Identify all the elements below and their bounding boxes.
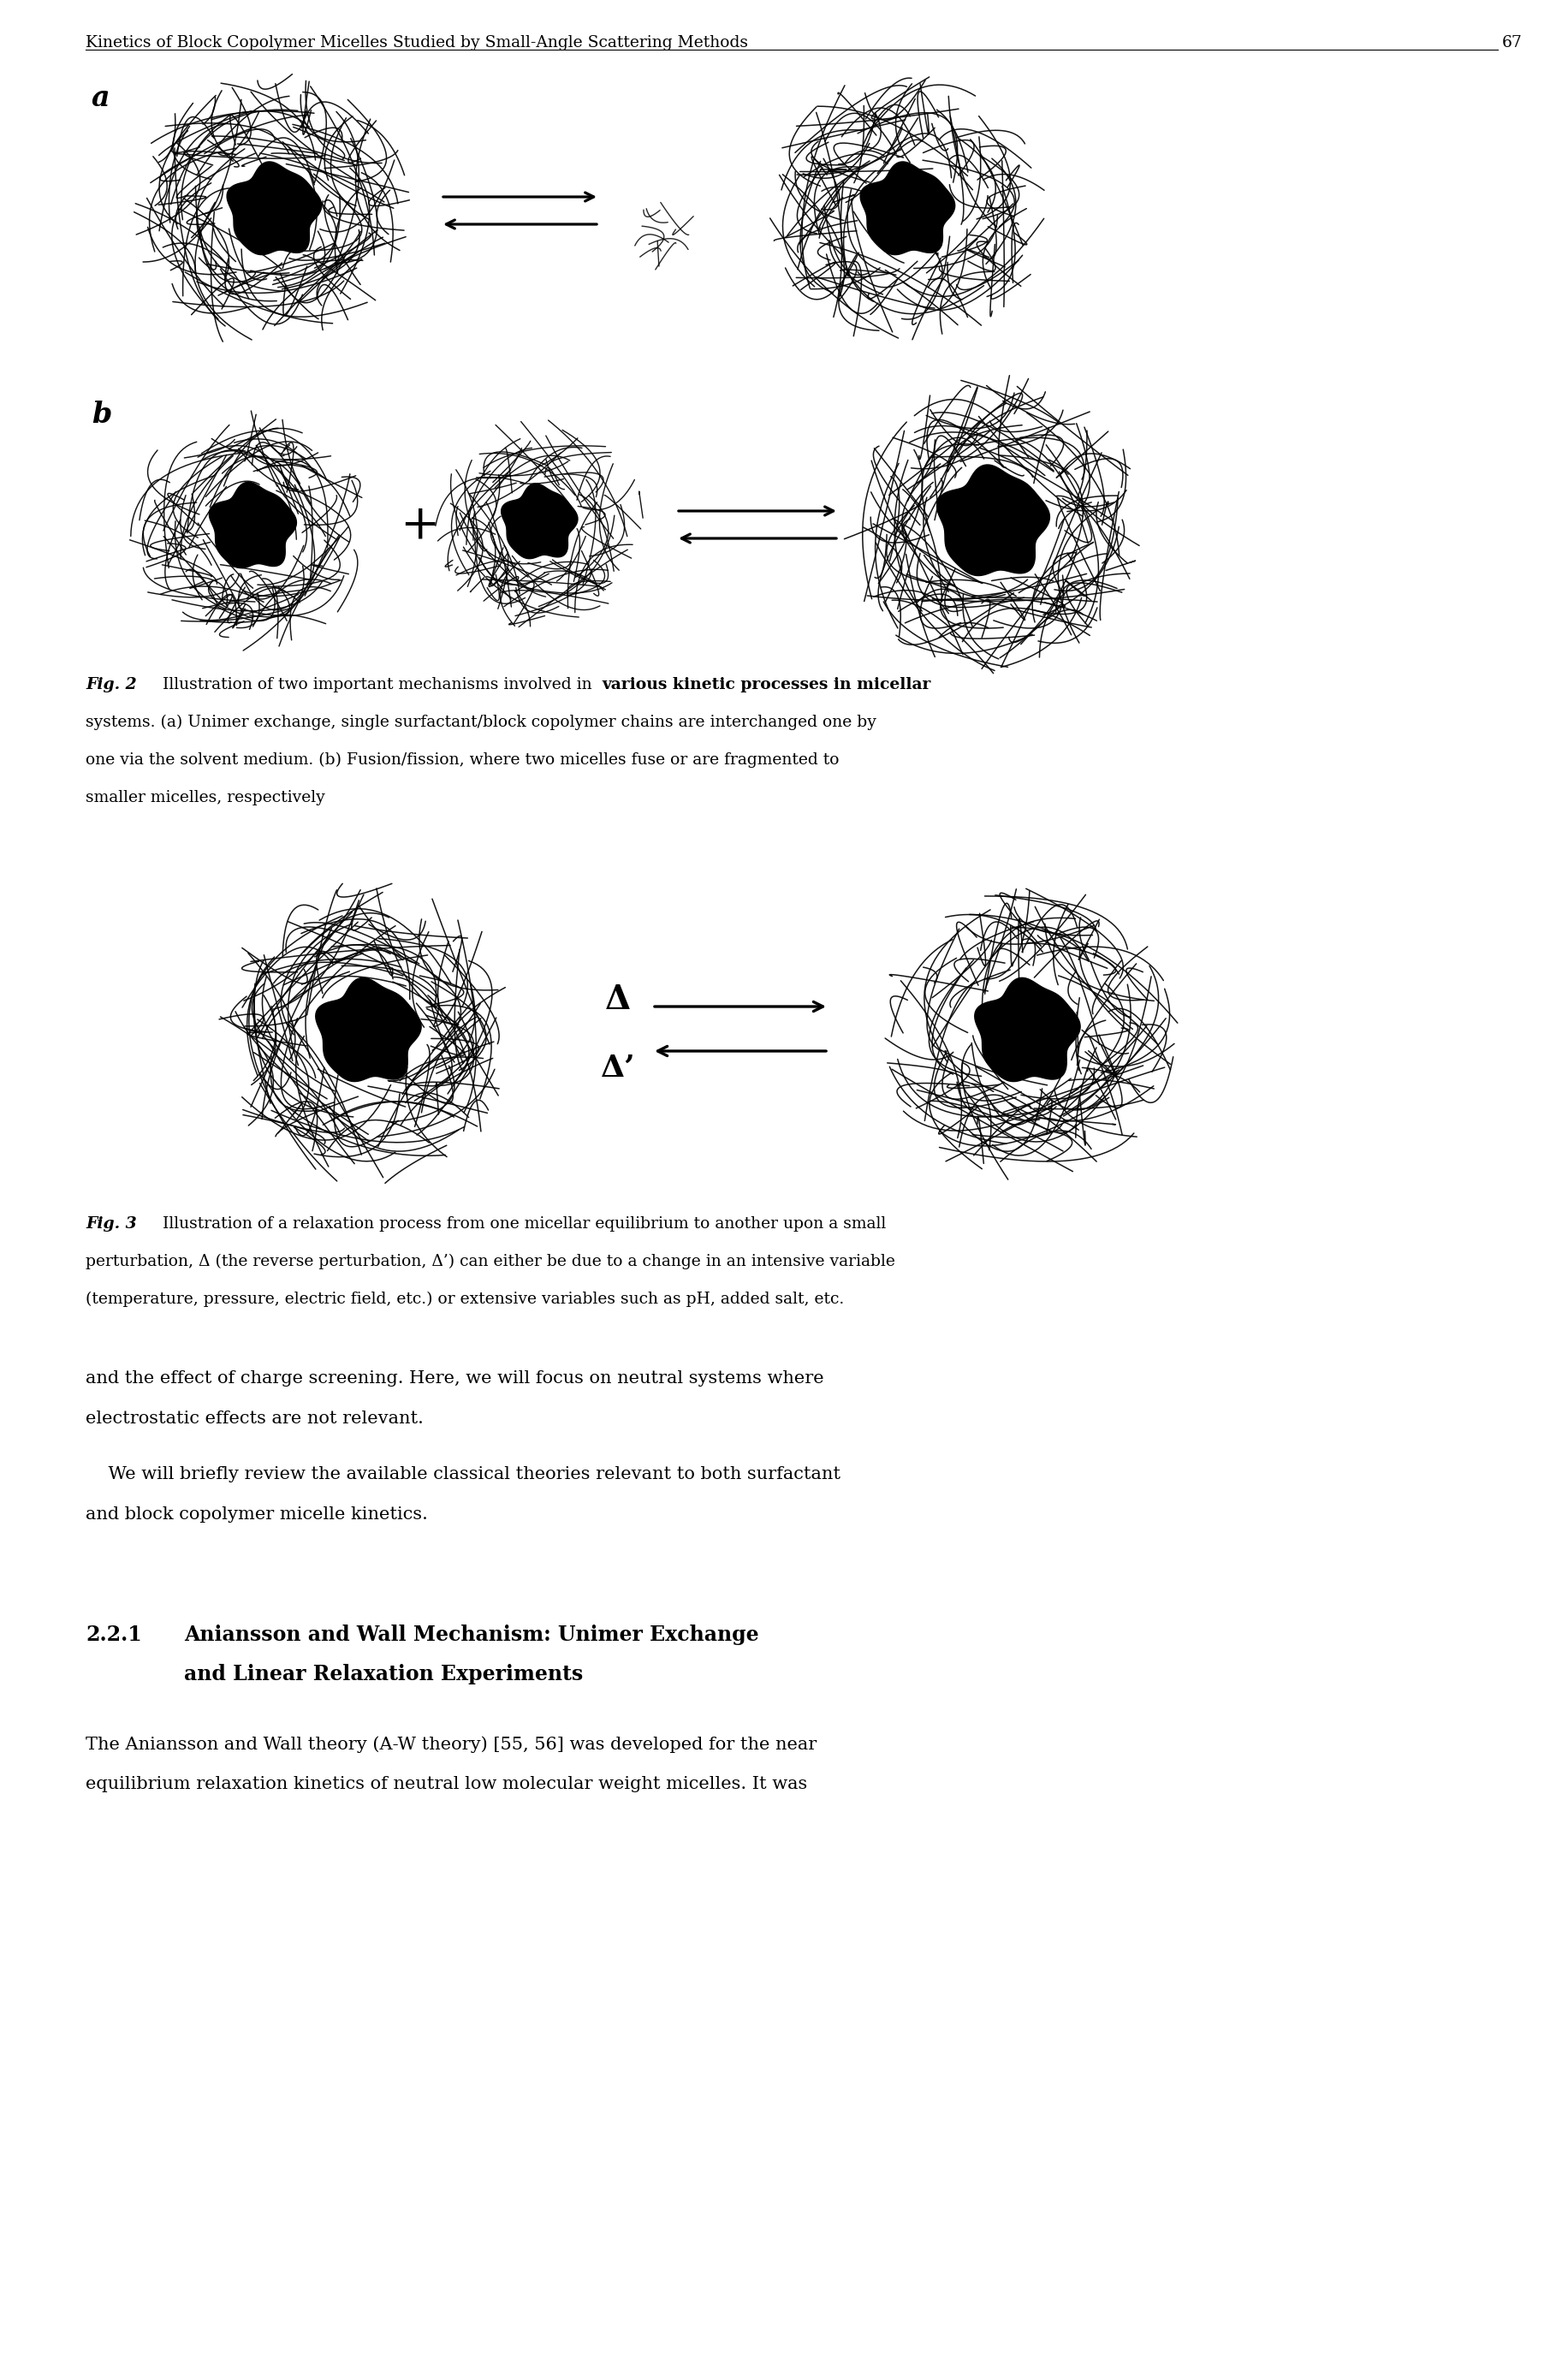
Text: Illustration of two important mechanisms involved in: Illustration of two important mechanisms… — [152, 677, 597, 691]
Polygon shape — [861, 162, 955, 254]
Text: and the effect of charge screening. Here, we will focus on neutral systems where: and the effect of charge screening. Here… — [86, 1371, 823, 1388]
Text: Kinetics of Block Copolymer Micelles Studied by Small-Angle Scattering Methods: Kinetics of Block Copolymer Micelles Stu… — [86, 36, 748, 50]
Text: We will briefly review the available classical theories relevant to both surfact: We will briefly review the available cla… — [86, 1466, 840, 1483]
Polygon shape — [315, 979, 422, 1081]
Text: Fig. 2: Fig. 2 — [86, 677, 136, 691]
Text: equilibrium relaxation kinetics of neutral low molecular weight micelles. It was: equilibrium relaxation kinetics of neutr… — [86, 1775, 808, 1792]
Text: smaller micelles, respectively: smaller micelles, respectively — [86, 789, 325, 805]
Text: and Linear Relaxation Experiments: and Linear Relaxation Experiments — [183, 1663, 583, 1685]
Polygon shape — [936, 466, 1049, 575]
Text: various kinetic processes in micellar: various kinetic processes in micellar — [602, 677, 931, 691]
Text: +: + — [400, 501, 439, 549]
Polygon shape — [209, 482, 296, 568]
Text: 2.2.1: 2.2.1 — [86, 1625, 141, 1644]
Text: Fig. 3: Fig. 3 — [86, 1217, 136, 1231]
Text: b: b — [91, 402, 111, 428]
Text: Aniansson and Wall Mechanism: Unimer Exchange: Aniansson and Wall Mechanism: Unimer Exc… — [183, 1625, 759, 1644]
Polygon shape — [502, 485, 577, 558]
Text: 67: 67 — [1502, 36, 1523, 50]
Text: and block copolymer micelle kinetics.: and block copolymer micelle kinetics. — [86, 1506, 428, 1523]
Text: The Aniansson and Wall theory (A-W theory) [55, 56] was developed for the near: The Aniansson and Wall theory (A-W theor… — [86, 1737, 817, 1753]
Text: systems. (a) Unimer exchange, single surfactant/block copolymer chains are inter: systems. (a) Unimer exchange, single sur… — [86, 715, 877, 729]
Polygon shape — [227, 162, 321, 254]
Text: Δ’: Δ’ — [601, 1053, 635, 1083]
Text: one via the solvent medium. (b) Fusion/fission, where two micelles fuse or are f: one via the solvent medium. (b) Fusion/f… — [86, 753, 839, 767]
Text: (temperature, pressure, electric field, etc.) or extensive variables such as pH,: (temperature, pressure, electric field, … — [86, 1293, 844, 1307]
Text: a: a — [91, 83, 110, 112]
Text: electrostatic effects are not relevant.: electrostatic effects are not relevant. — [86, 1411, 423, 1428]
Text: Δ: Δ — [605, 984, 630, 1017]
Polygon shape — [975, 979, 1080, 1081]
Text: Illustration of a relaxation process from one micellar equilibrium to another up: Illustration of a relaxation process fro… — [152, 1217, 886, 1231]
Text: perturbation, Δ (the reverse perturbation, Δ’) can either be due to a change in : perturbation, Δ (the reverse perturbatio… — [86, 1255, 895, 1269]
